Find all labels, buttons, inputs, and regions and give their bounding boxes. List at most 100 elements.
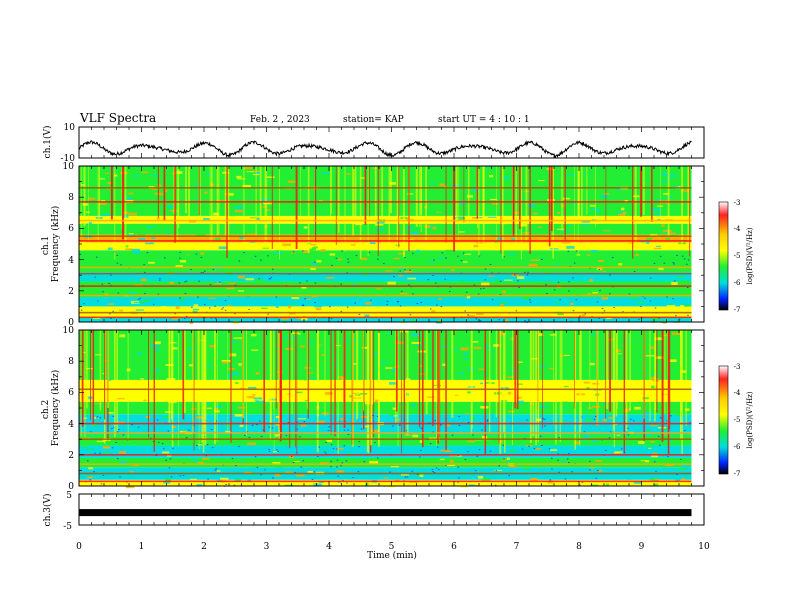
spectrogram-speckle bbox=[571, 191, 578, 194]
spectrogram-speckle bbox=[310, 267, 316, 271]
spectrogram-speckle bbox=[385, 423, 391, 427]
spectrogram-speckle bbox=[389, 413, 395, 416]
spectrogram-speckle bbox=[222, 396, 227, 399]
spectrogram-speckle bbox=[224, 309, 227, 311]
spectrogram-streak bbox=[484, 330, 487, 455]
spectrogram-speckle bbox=[103, 360, 110, 362]
spectrogram-streak bbox=[88, 166, 89, 246]
spectrogram-streak bbox=[216, 330, 218, 442]
spectrogram-speckle bbox=[243, 252, 245, 254]
spectrogram-speckle bbox=[383, 477, 389, 479]
spectrogram-speckle bbox=[529, 299, 531, 301]
spectrogram-speckle bbox=[239, 424, 244, 428]
spectrogram-streak bbox=[354, 166, 357, 221]
spectrogram-speckle bbox=[195, 184, 199, 186]
spectrogram-speckle bbox=[237, 290, 244, 292]
spectrogram-speckle bbox=[179, 257, 181, 259]
spectrogram-speckle bbox=[406, 226, 414, 229]
spectrogram-speckle bbox=[602, 270, 606, 272]
spectrogram-streak bbox=[199, 166, 201, 223]
spectrogram-streak bbox=[315, 166, 317, 242]
spectrogram-speckle bbox=[438, 171, 447, 174]
spectrogram-speckle bbox=[689, 422, 691, 424]
spectrogram-speckle bbox=[458, 231, 465, 233]
spectrogram-speckle bbox=[557, 281, 560, 283]
spectrogram-speckle bbox=[311, 378, 319, 381]
spectrogram-speckle bbox=[672, 262, 675, 264]
ch2-spectrogram-yticks: 0 2 4 6 8 10 bbox=[63, 326, 75, 492]
spectrogram-speckle bbox=[627, 427, 629, 429]
spectrogram-speckle bbox=[102, 474, 105, 476]
spectrogram-streak bbox=[227, 166, 230, 242]
spectrogram-speckle bbox=[370, 299, 372, 301]
spectrogram-speckle bbox=[554, 301, 560, 303]
spectrogram-speckle bbox=[275, 296, 278, 298]
spectrogram-speckle bbox=[374, 442, 376, 444]
spectrogram-speckle bbox=[232, 460, 240, 463]
spectrogram-speckle bbox=[410, 231, 419, 235]
spectrogram-speckle bbox=[514, 274, 516, 276]
spectrogram-speckle bbox=[193, 350, 198, 353]
spectrogram-streak bbox=[104, 330, 106, 420]
spectrogram-speckle bbox=[652, 208, 661, 211]
spectrogram-speckle bbox=[472, 189, 479, 192]
spectrogram-streak bbox=[561, 330, 563, 425]
spectrogram-speckle bbox=[190, 269, 192, 271]
spectrogram-speckle bbox=[209, 307, 211, 309]
spectrogram-speckle bbox=[480, 406, 489, 409]
spectrogram-speckle bbox=[547, 199, 555, 202]
spectrogram-speckle bbox=[368, 251, 371, 253]
spectrogram-streak bbox=[334, 330, 336, 437]
spectrogram-speckle bbox=[131, 424, 133, 426]
spectrogram-streak bbox=[90, 330, 91, 421]
spectrogram-speckle bbox=[660, 477, 669, 480]
spectrogram-speckle bbox=[655, 356, 665, 359]
spectrogram-speckle bbox=[228, 193, 234, 196]
spectrogram-streak bbox=[84, 330, 86, 438]
spectrogram-speckle bbox=[230, 263, 239, 266]
spectrogram-speckle bbox=[586, 254, 591, 256]
spectrogram-speckle bbox=[416, 303, 419, 305]
spectrogram-speckle bbox=[598, 268, 600, 270]
spectrogram-speckle bbox=[128, 212, 137, 216]
spectrogram-speckle bbox=[412, 293, 414, 295]
spectrogram-speckle bbox=[304, 298, 307, 300]
spectrogram-speckle bbox=[386, 333, 394, 335]
spectrogram-speckle bbox=[557, 459, 559, 461]
spectrogram-speckle bbox=[172, 347, 178, 350]
xtick-label-3: 3 bbox=[264, 542, 270, 552]
spectrogram-speckle bbox=[664, 464, 674, 467]
spectrogram-speckle bbox=[650, 234, 658, 236]
spectrogram-speckle bbox=[318, 420, 325, 424]
spectrogram-speckle bbox=[341, 250, 343, 252]
spectrogram-streak bbox=[367, 166, 369, 257]
spectrogram-speckle bbox=[215, 405, 222, 409]
spectrogram-speckle bbox=[279, 300, 288, 303]
spectrogram-speckle bbox=[262, 247, 269, 249]
spectrogram-line bbox=[79, 454, 692, 456]
spectrogram-streak bbox=[577, 166, 579, 254]
spectrogram-speckle bbox=[234, 209, 243, 213]
spectrogram-speckle bbox=[550, 449, 558, 451]
spectrogram-speckle bbox=[208, 297, 216, 299]
spectrogram-speckle bbox=[445, 257, 447, 259]
spectrogram-speckle bbox=[330, 318, 333, 320]
spectrogram-speckle bbox=[481, 282, 490, 286]
spectrogram-speckle bbox=[494, 392, 502, 395]
spectrogram-streak bbox=[589, 330, 591, 409]
spectrogram-speckle bbox=[226, 287, 235, 290]
spectrogram-speckle bbox=[444, 376, 450, 378]
spectrogram-speckle bbox=[429, 308, 432, 310]
spectrogram-speckle bbox=[336, 466, 338, 468]
spectrogram-speckle bbox=[571, 471, 573, 473]
spectrogram-speckle bbox=[300, 345, 305, 348]
spectrogram-speckle bbox=[493, 310, 500, 312]
spectrogram-speckle bbox=[295, 474, 305, 477]
spectrogram-speckle bbox=[102, 372, 106, 375]
spectrogram-streak bbox=[203, 330, 206, 431]
spectrogram-streak bbox=[403, 330, 405, 434]
spectrogram-streak bbox=[324, 330, 326, 417]
spectrogram-speckle bbox=[231, 457, 234, 459]
spectrogram-speckle bbox=[568, 224, 572, 226]
spectrogram-speckle bbox=[657, 180, 666, 183]
